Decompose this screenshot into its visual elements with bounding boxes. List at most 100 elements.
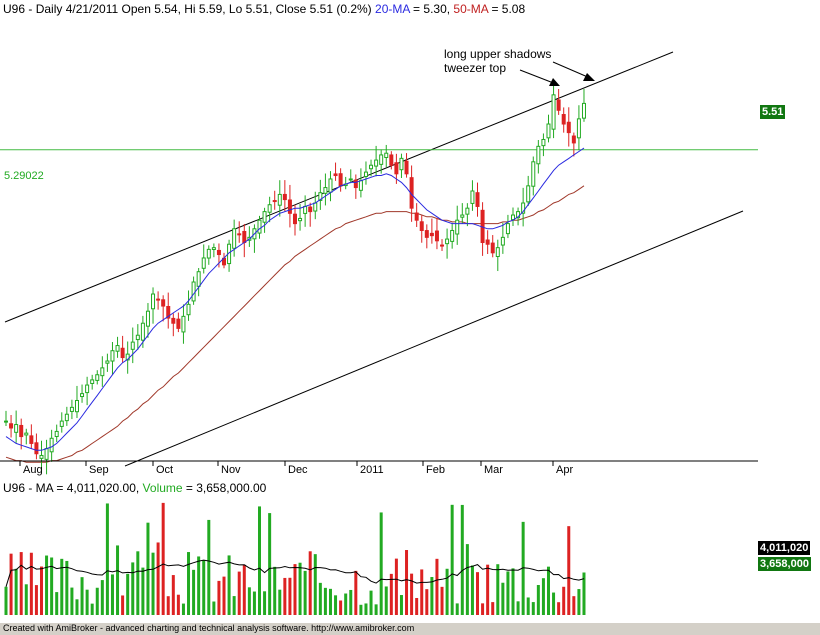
volume-bar bbox=[80, 577, 84, 615]
volume-bar bbox=[496, 564, 500, 615]
volume-bar bbox=[481, 603, 485, 615]
candle-body bbox=[206, 248, 211, 259]
arrow-head-1 bbox=[549, 78, 560, 86]
volume-bar bbox=[60, 558, 64, 615]
candle-body bbox=[277, 193, 282, 206]
candle-body bbox=[363, 171, 368, 177]
candle-body bbox=[115, 345, 120, 352]
volume-bar bbox=[531, 602, 535, 615]
candle-body bbox=[303, 205, 308, 214]
candle-body bbox=[313, 202, 318, 212]
volume-bar bbox=[4, 586, 8, 615]
volume-bar bbox=[75, 599, 79, 615]
volume-bar bbox=[349, 589, 353, 615]
ohlc-summary: Daily 4/21/2011 Open 5.54, Hi 5.59, Lo 5… bbox=[35, 2, 372, 16]
volume-bar bbox=[344, 593, 348, 615]
volume-bar bbox=[217, 580, 221, 615]
candle-body bbox=[232, 228, 237, 249]
candle-body bbox=[389, 154, 394, 166]
volume-bar bbox=[65, 560, 69, 615]
volume-bar bbox=[506, 571, 510, 615]
candle-body bbox=[242, 230, 247, 244]
volume-bar bbox=[546, 566, 550, 615]
candle-body bbox=[130, 341, 135, 350]
candle-body bbox=[404, 160, 409, 175]
candle-body bbox=[429, 232, 434, 237]
volume-bar bbox=[339, 600, 343, 615]
x-tick-label: Apr bbox=[556, 464, 573, 476]
price-chart-title: U96 - Daily 4/21/2011 Open 5.54, Hi 5.59… bbox=[3, 2, 525, 16]
volume-bar bbox=[126, 573, 130, 615]
volume-bar bbox=[582, 572, 586, 615]
candle-body bbox=[323, 187, 328, 194]
title-sep: - bbox=[25, 2, 36, 16]
volume-bar bbox=[450, 504, 454, 615]
candle-body bbox=[384, 152, 389, 159]
candle-body bbox=[186, 303, 191, 316]
candle-body bbox=[140, 322, 145, 341]
volume-bar bbox=[242, 564, 246, 615]
x-tick-label: Nov bbox=[221, 464, 241, 476]
volume-bar bbox=[29, 552, 33, 615]
volume-bar bbox=[405, 550, 409, 615]
volume-bar bbox=[131, 562, 135, 615]
volume-bar bbox=[465, 544, 469, 615]
candle-body bbox=[29, 435, 34, 444]
volume-bar bbox=[105, 503, 109, 615]
candle-body bbox=[521, 202, 526, 214]
price-pane[interactable] bbox=[0, 0, 758, 478]
candle-body bbox=[374, 159, 379, 167]
footer-credit: Created with AmiBroker - advanced charti… bbox=[3, 623, 415, 633]
volume-bar bbox=[90, 603, 94, 615]
candle-body bbox=[161, 299, 166, 307]
candle-body bbox=[24, 432, 29, 436]
x-tick-label: Oct bbox=[156, 464, 173, 476]
volume-bar bbox=[95, 587, 99, 615]
candle-body bbox=[353, 179, 358, 189]
volume-bar bbox=[176, 594, 180, 615]
last-price-badge: 5.51 bbox=[760, 105, 786, 119]
candle-body bbox=[9, 423, 14, 429]
volume-bar bbox=[445, 568, 449, 615]
candle-body bbox=[490, 242, 495, 254]
volume-bar bbox=[374, 604, 378, 615]
candle-body bbox=[74, 400, 79, 413]
candle-body bbox=[470, 190, 475, 204]
volume-bar bbox=[222, 576, 226, 615]
candle-body bbox=[450, 229, 455, 242]
candle-body bbox=[44, 448, 49, 460]
candle-body bbox=[19, 424, 24, 438]
volume-bar bbox=[460, 504, 464, 615]
candle-body bbox=[145, 310, 150, 327]
volume-bar bbox=[50, 557, 54, 615]
volume-bar bbox=[207, 519, 211, 615]
candle-body bbox=[181, 315, 186, 333]
candle-body bbox=[445, 238, 450, 245]
volume-bar bbox=[181, 603, 185, 615]
volume-bar bbox=[308, 551, 312, 615]
volume-bar bbox=[187, 552, 191, 615]
candle-body bbox=[485, 239, 490, 245]
volume-bar bbox=[268, 513, 272, 615]
annotation-line-2: tweezer top bbox=[444, 61, 507, 75]
volume-bar bbox=[202, 560, 206, 615]
candle-body bbox=[495, 247, 500, 258]
volume-bar bbox=[34, 585, 38, 615]
volume-bar bbox=[511, 568, 515, 615]
volume-bar bbox=[384, 586, 388, 615]
candle-body bbox=[120, 347, 125, 359]
ma20-value: = 5.30, bbox=[409, 2, 454, 16]
volume-bar bbox=[110, 574, 114, 615]
volume-bar bbox=[19, 552, 23, 615]
volume-bar bbox=[567, 526, 571, 615]
candle-body bbox=[292, 213, 297, 225]
volume-bar bbox=[354, 570, 358, 615]
volume-bar bbox=[313, 554, 317, 615]
volume-badge: 3,658,000 bbox=[758, 557, 811, 571]
x-tick-label: Dec bbox=[288, 464, 308, 476]
candle-body bbox=[34, 442, 39, 455]
volume-ma-badge: 4,011,020 bbox=[758, 541, 811, 555]
volume-bar bbox=[572, 596, 576, 615]
volume-bar bbox=[121, 595, 125, 615]
